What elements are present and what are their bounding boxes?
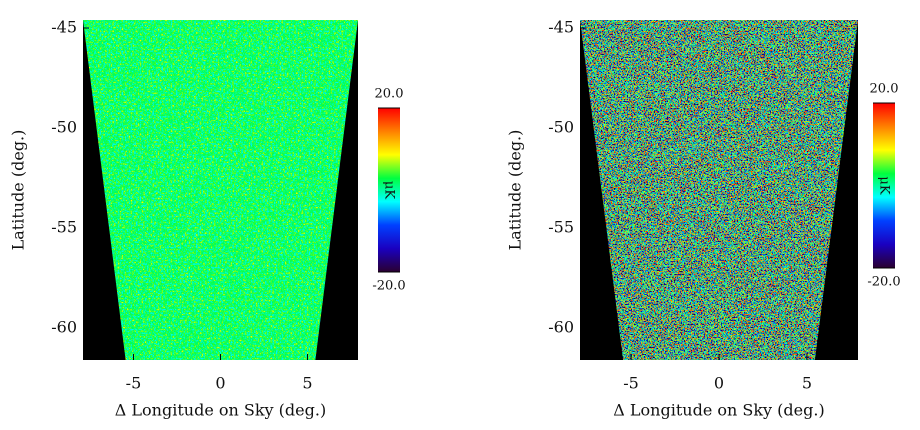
colorbar-label: μK: [382, 181, 397, 199]
y-tick-label: -60: [51, 318, 77, 337]
y-tick-label: -50: [548, 118, 574, 137]
colorbar-tick-label: -20.0: [372, 279, 405, 294]
y-axis-label: Latitude (deg.): [506, 130, 525, 251]
y-tick-label: -60: [548, 318, 574, 337]
y-axis-label: Latitude (deg.): [9, 130, 28, 251]
y-tick-label: -55: [51, 218, 77, 237]
map-image: [580, 20, 858, 360]
x-axis-label: Δ Longitude on Sky (deg.): [115, 401, 326, 420]
map-image: [83, 20, 358, 360]
colorbar: [873, 103, 895, 268]
colorbar-tick-label: 20.0: [870, 82, 899, 97]
colorbar-label: μK: [877, 176, 892, 194]
colorbar-tick-label: -20.0: [867, 275, 900, 290]
x-axis-label: Δ Longitude on Sky (deg.): [613, 401, 824, 420]
x-tick-label: -5: [623, 374, 639, 393]
x-tick-label: -5: [126, 374, 142, 393]
x-tick-label: 5: [802, 374, 812, 393]
y-tick-label: -45: [548, 18, 574, 37]
y-tick-label: -45: [51, 18, 77, 37]
y-tick-label: -50: [51, 118, 77, 137]
y-tick-label: -55: [548, 218, 574, 237]
x-tick-label: 5: [302, 374, 312, 393]
x-tick-label: 0: [215, 374, 225, 393]
colorbar-tick-label: 20.0: [375, 87, 404, 102]
x-tick-label: 0: [714, 374, 724, 393]
colorbar: [378, 108, 400, 272]
